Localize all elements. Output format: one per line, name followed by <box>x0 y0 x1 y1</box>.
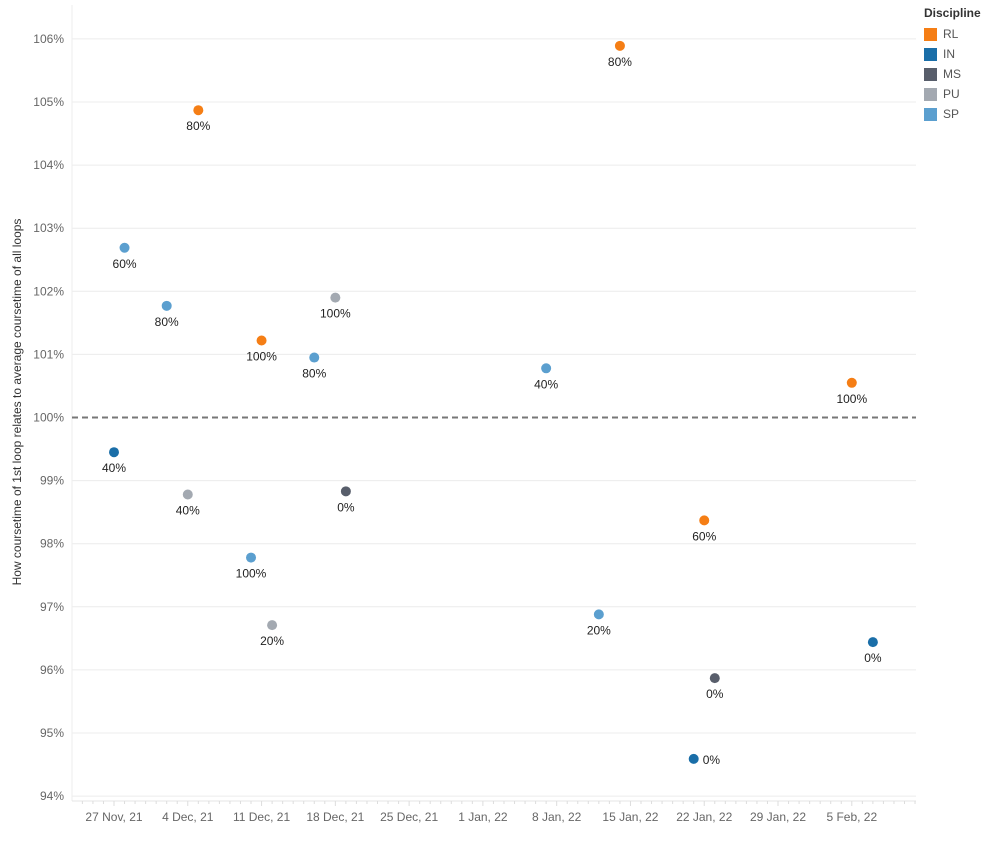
legend-swatch <box>924 87 937 101</box>
y-tick-label: 94% <box>40 789 64 803</box>
data-point-sp <box>161 300 172 311</box>
y-tick-label: 97% <box>40 600 64 614</box>
data-point-sp <box>309 352 320 363</box>
y-tick-label: 105% <box>33 95 64 109</box>
data-point-in <box>867 637 878 648</box>
y-tick-label: 96% <box>40 663 64 677</box>
data-point-pu <box>330 292 341 303</box>
legend-title: Discipline <box>924 6 981 20</box>
legend-item-in[interactable]: IN <box>924 44 981 64</box>
data-point-sp <box>246 552 257 563</box>
x-tick-label: 18 Dec, 21 <box>306 810 364 824</box>
legend-item-ms[interactable]: MS <box>924 64 981 84</box>
data-point-in <box>109 447 119 458</box>
y-tick-label: 99% <box>40 474 64 488</box>
data-label: 80% <box>608 55 632 69</box>
data-point-pu <box>267 620 278 631</box>
legend-label: IN <box>943 47 955 61</box>
data-label: 0% <box>337 500 355 514</box>
x-tick-label: 25 Dec, 21 <box>380 810 438 824</box>
x-tick-label: 22 Jan, 22 <box>676 810 732 824</box>
y-tick-label: 102% <box>33 284 64 298</box>
data-point-ms <box>709 673 720 684</box>
x-tick-label: 5 Feb, 22 <box>826 810 877 824</box>
data-point-pu <box>182 489 193 500</box>
y-tick-label: 100% <box>33 411 64 425</box>
x-tick-label: 15 Jan, 22 <box>602 810 658 824</box>
y-tick-label: 106% <box>33 32 64 46</box>
legend-item-rl[interactable]: RL <box>924 24 981 44</box>
legend-swatch <box>924 27 937 41</box>
data-point-sp <box>593 609 604 620</box>
data-label: 100% <box>236 567 267 581</box>
y-tick-label: 103% <box>33 221 64 235</box>
x-tick-label: 27 Nov, 21 <box>85 810 142 824</box>
x-tick-label: 8 Jan, 22 <box>532 810 582 824</box>
data-label: 100% <box>836 392 867 406</box>
data-point-rl <box>699 515 710 526</box>
data-label: 100% <box>246 350 277 364</box>
legend-item-sp[interactable]: SP <box>924 104 981 124</box>
legend-label: PU <box>943 87 960 101</box>
y-tick-label: 95% <box>40 726 64 740</box>
data-label: 0% <box>703 753 721 767</box>
data-point-rl <box>193 105 204 116</box>
data-point-rl <box>614 40 625 51</box>
y-tick-label: 104% <box>33 158 64 172</box>
legend-item-pu[interactable]: PU <box>924 84 981 104</box>
data-point-in <box>688 753 699 764</box>
data-point-sp <box>541 363 552 374</box>
y-axis-title: How coursetime of 1st loop relates to av… <box>10 219 24 586</box>
y-tick-label: 101% <box>33 347 64 361</box>
data-label: 0% <box>864 651 882 665</box>
data-label: 100% <box>320 307 351 321</box>
data-label: 40% <box>534 377 558 391</box>
x-tick-label: 11 Dec, 21 <box>233 810 290 824</box>
legend-swatch <box>924 107 937 121</box>
legend-label: SP <box>943 107 960 121</box>
data-label: 40% <box>102 461 126 475</box>
data-label: 20% <box>260 634 284 648</box>
data-label: 0% <box>706 687 724 701</box>
data-label: 80% <box>155 315 179 329</box>
data-point-sp <box>119 242 130 253</box>
x-tick-label: 4 Dec, 21 <box>162 810 214 824</box>
data-point-ms <box>340 486 351 497</box>
legend-label: MS <box>943 67 961 81</box>
data-label: 40% <box>176 503 200 517</box>
y-tick-label: 98% <box>40 537 64 551</box>
x-tick-label: 1 Jan, 22 <box>458 810 508 824</box>
legend-swatch <box>924 67 937 81</box>
data-label: 20% <box>587 623 611 637</box>
data-label: 60% <box>113 257 137 271</box>
x-tick-label: 29 Jan, 22 <box>750 810 806 824</box>
data-point-rl <box>256 335 267 346</box>
legend-label: RL <box>943 27 959 41</box>
data-label: 80% <box>186 119 210 133</box>
data-point-rl <box>846 377 857 388</box>
legend-swatch <box>924 47 937 61</box>
legend: Discipline RL IN MS PU SP <box>924 6 981 124</box>
data-label: 80% <box>302 367 326 381</box>
data-label: 60% <box>692 529 716 543</box>
